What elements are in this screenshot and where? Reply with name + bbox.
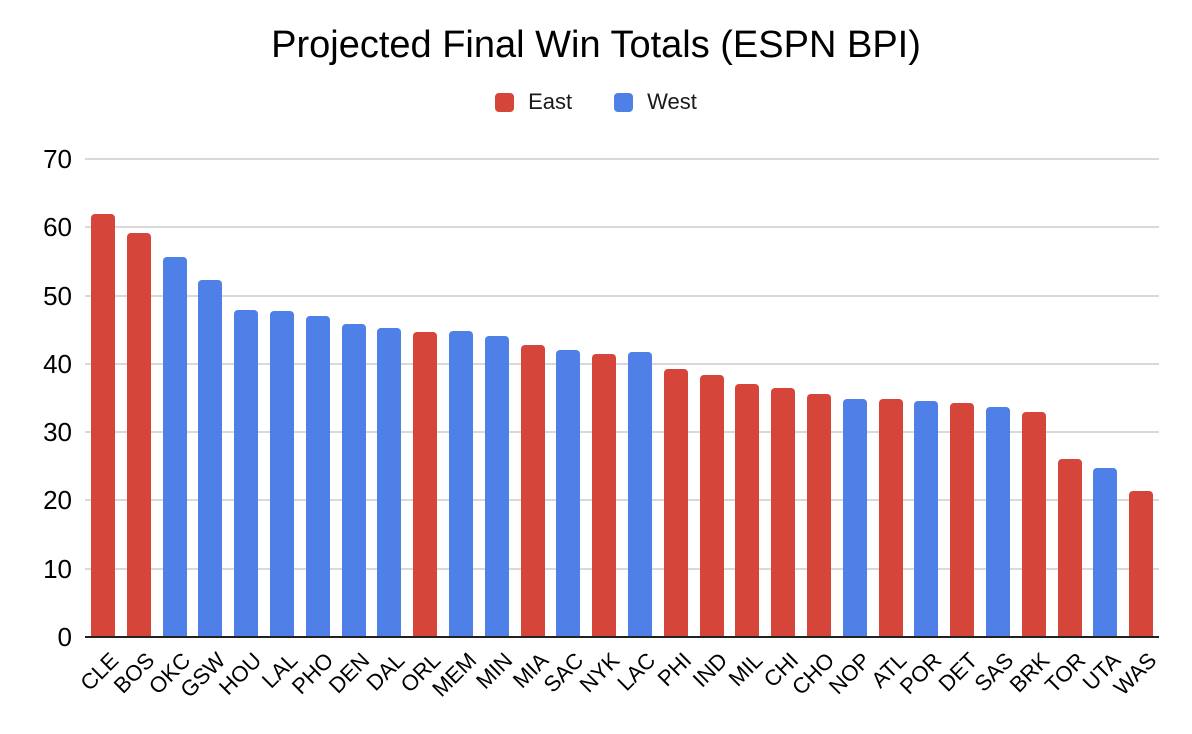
legend-item-west: West [614, 89, 697, 115]
chart-legend: East West [0, 89, 1192, 115]
west-legend-label: West [647, 89, 697, 114]
gridline-30 [85, 431, 1159, 434]
bar-bos [126, 233, 151, 637]
bar-den [341, 324, 366, 637]
bar-sac [556, 350, 581, 637]
y-tick-label-60: 60 [43, 212, 72, 243]
east-legend-label: East [528, 89, 573, 114]
bar-orl [413, 332, 438, 637]
y-tick-label-50: 50 [43, 280, 72, 311]
legend-item-east: East [495, 89, 572, 115]
bar-nyk [592, 353, 617, 637]
bar-atl [878, 399, 903, 637]
bar-min [484, 335, 509, 637]
y-tick-label-20: 20 [43, 485, 72, 516]
x-axis-line [85, 636, 1159, 638]
bar-hou [234, 309, 259, 637]
gridline-10 [85, 567, 1159, 570]
y-tick-label-40: 40 [43, 348, 72, 379]
bar-chi [771, 388, 796, 637]
bar-nop [842, 398, 867, 637]
y-tick-label-70: 70 [43, 144, 72, 174]
bar-pho [305, 316, 330, 637]
gridline-70 [85, 158, 1159, 160]
bar-cho [806, 393, 831, 637]
gridline-60 [85, 226, 1159, 229]
bar-brk [1021, 411, 1046, 637]
east-legend-swatch [495, 92, 515, 112]
gridline-50 [85, 294, 1159, 297]
bar-cle [90, 213, 115, 637]
bar-por [914, 400, 939, 637]
bar-gsw [198, 279, 223, 637]
bar-lac [627, 352, 652, 637]
west-legend-swatch [614, 92, 634, 112]
bar-mia [520, 345, 545, 637]
bar-ind [699, 375, 724, 637]
chart-title: Projected Final Win Totals (ESPN BPI) [271, 24, 921, 66]
bar-phi [663, 369, 688, 637]
bar-dal [377, 327, 402, 637]
bar-mem [448, 331, 473, 637]
y-tick-label-30: 30 [43, 417, 72, 448]
bar-was [1129, 490, 1154, 637]
bar-okc [162, 256, 187, 637]
bar-mil [735, 383, 760, 637]
bar-lal [269, 311, 294, 637]
plot-area: 0 10 20 30 40 50 60 70 CLE BOS OKC GSW HOU LAL PHO DEN D… [43, 146, 1161, 702]
bar-sas [985, 406, 1010, 637]
y-tick-label-0: 0 [57, 622, 72, 652]
bar-det [950, 403, 975, 637]
gridline-20 [85, 499, 1159, 502]
bar-uta [1093, 468, 1118, 637]
bar-tor [1057, 458, 1082, 637]
gridline-40 [85, 362, 1159, 365]
y-tick-label-10: 10 [43, 553, 72, 584]
